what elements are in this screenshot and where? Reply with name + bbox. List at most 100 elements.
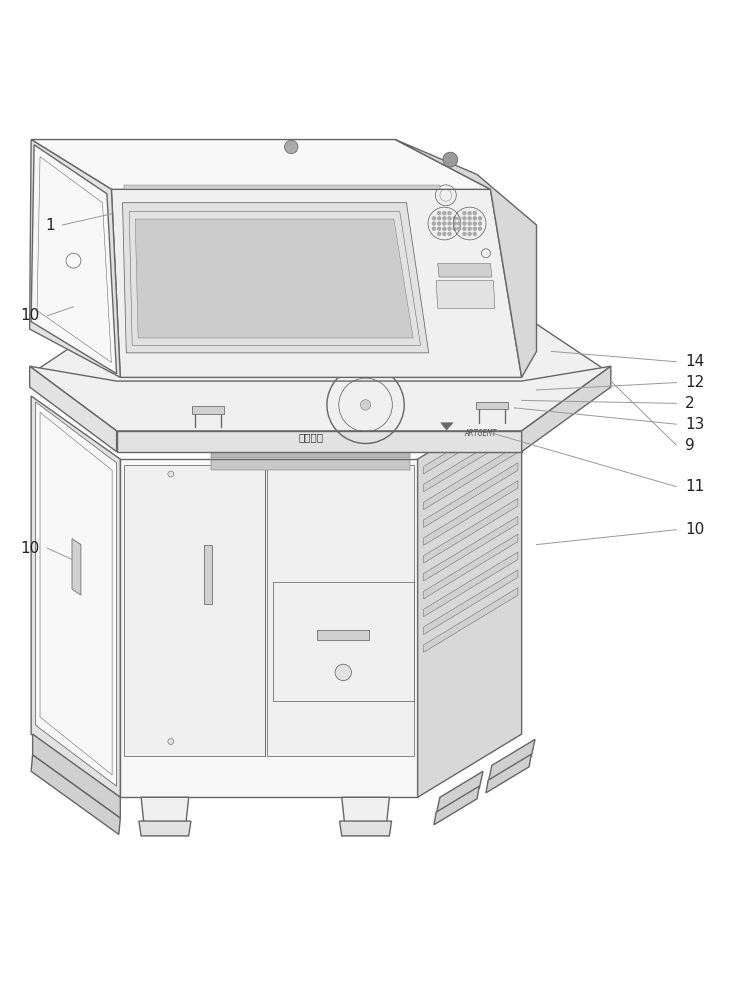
Text: 自取吸管: 自取吸管: [298, 432, 323, 442]
Polygon shape: [424, 552, 518, 617]
Text: 13: 13: [685, 417, 704, 432]
Circle shape: [468, 232, 472, 236]
Polygon shape: [30, 366, 611, 431]
Circle shape: [463, 232, 467, 236]
Polygon shape: [122, 203, 429, 353]
Circle shape: [448, 232, 452, 236]
Text: 10: 10: [21, 308, 40, 323]
Polygon shape: [30, 140, 120, 377]
Circle shape: [477, 221, 482, 226]
Polygon shape: [395, 140, 536, 377]
Text: 2: 2: [685, 396, 695, 411]
Polygon shape: [441, 423, 454, 430]
Circle shape: [432, 226, 436, 231]
Polygon shape: [211, 460, 410, 470]
Circle shape: [463, 221, 467, 226]
Circle shape: [448, 211, 452, 215]
Polygon shape: [141, 797, 189, 826]
Polygon shape: [434, 786, 479, 825]
Polygon shape: [317, 630, 369, 640]
Polygon shape: [211, 450, 410, 458]
Polygon shape: [268, 465, 414, 756]
Circle shape: [463, 216, 467, 221]
Polygon shape: [342, 797, 389, 826]
Circle shape: [432, 216, 436, 221]
Circle shape: [168, 471, 174, 477]
Polygon shape: [424, 499, 518, 563]
Circle shape: [442, 211, 447, 215]
Polygon shape: [424, 516, 518, 581]
Polygon shape: [31, 396, 120, 797]
Circle shape: [473, 226, 477, 231]
Polygon shape: [521, 366, 611, 452]
Polygon shape: [424, 534, 518, 599]
Polygon shape: [120, 459, 418, 797]
Circle shape: [448, 216, 452, 221]
Polygon shape: [424, 427, 518, 492]
Polygon shape: [475, 402, 508, 409]
Polygon shape: [116, 431, 521, 452]
Circle shape: [437, 221, 442, 226]
Circle shape: [442, 221, 447, 226]
Polygon shape: [31, 140, 490, 189]
Circle shape: [448, 226, 452, 231]
Polygon shape: [72, 539, 81, 595]
Polygon shape: [436, 771, 483, 814]
Polygon shape: [436, 281, 495, 308]
Polygon shape: [424, 445, 518, 510]
Circle shape: [437, 211, 442, 215]
Circle shape: [442, 226, 447, 231]
Text: 1: 1: [46, 218, 55, 233]
Polygon shape: [124, 465, 266, 756]
Polygon shape: [424, 463, 518, 527]
Polygon shape: [486, 754, 531, 793]
Circle shape: [168, 739, 174, 745]
Polygon shape: [424, 588, 518, 652]
Circle shape: [477, 226, 482, 231]
Circle shape: [468, 211, 472, 215]
Circle shape: [453, 216, 457, 221]
Circle shape: [448, 221, 452, 226]
Text: 10: 10: [685, 522, 704, 537]
Text: 11: 11: [685, 479, 704, 494]
Circle shape: [284, 140, 298, 154]
Polygon shape: [129, 212, 421, 345]
Polygon shape: [192, 406, 225, 414]
Text: 10: 10: [21, 541, 40, 556]
Text: ARTGEMT: ARTGEMT: [465, 429, 497, 438]
Text: 9: 9: [685, 438, 695, 453]
Polygon shape: [418, 396, 521, 797]
Circle shape: [437, 216, 442, 221]
Polygon shape: [273, 582, 414, 701]
Circle shape: [457, 216, 462, 221]
Polygon shape: [424, 409, 518, 474]
Polygon shape: [424, 570, 518, 635]
Polygon shape: [30, 366, 116, 452]
Circle shape: [432, 221, 436, 226]
Circle shape: [473, 221, 477, 226]
Circle shape: [463, 226, 467, 231]
Circle shape: [468, 216, 472, 221]
Text: 14: 14: [685, 354, 704, 369]
Circle shape: [442, 216, 447, 221]
Polygon shape: [33, 734, 120, 818]
Polygon shape: [204, 545, 212, 604]
Circle shape: [442, 232, 447, 236]
Polygon shape: [36, 402, 116, 786]
Polygon shape: [339, 821, 392, 836]
Circle shape: [463, 211, 467, 215]
Circle shape: [437, 232, 442, 236]
Polygon shape: [31, 314, 611, 433]
Polygon shape: [139, 821, 191, 836]
Circle shape: [457, 226, 462, 231]
Text: 12: 12: [685, 375, 704, 390]
Polygon shape: [135, 219, 413, 338]
Polygon shape: [211, 426, 410, 448]
Circle shape: [473, 216, 477, 221]
Circle shape: [453, 226, 457, 231]
Polygon shape: [111, 189, 521, 377]
Circle shape: [360, 400, 371, 410]
Circle shape: [468, 221, 472, 226]
Circle shape: [335, 664, 351, 681]
Polygon shape: [424, 481, 518, 545]
